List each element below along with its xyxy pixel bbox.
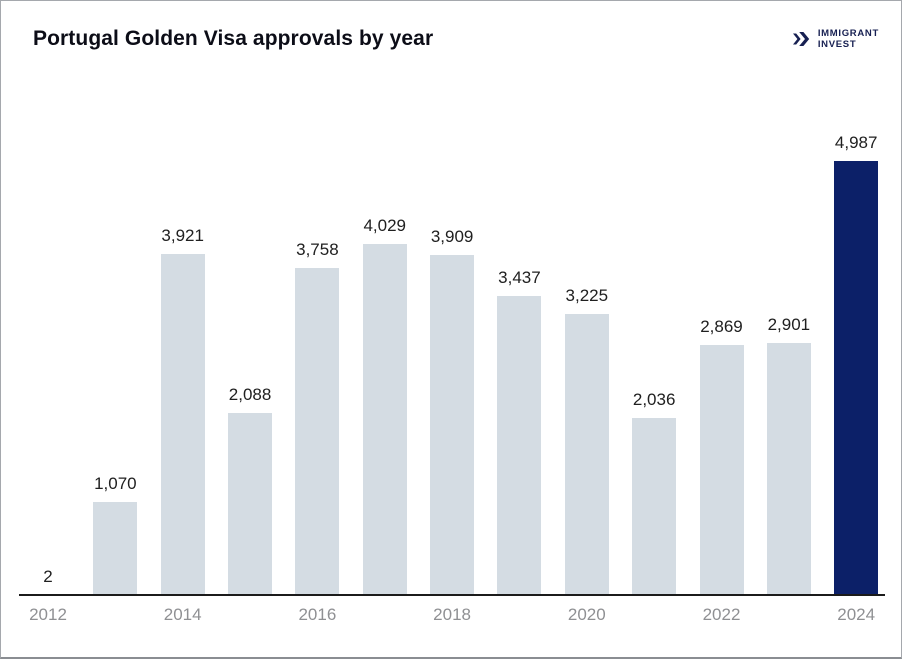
bar-2014 (160, 253, 205, 595)
value-label-2015: 2,088 (228, 385, 272, 405)
bar-2019 (497, 295, 542, 595)
x-tick-2016: 2016 (298, 605, 337, 624)
value-label-2012: 2 (43, 566, 53, 586)
value-label-2018: 3,909 (430, 226, 474, 246)
x-tick-2018: 2018 (433, 605, 471, 624)
bar-2018 (430, 254, 475, 595)
bar-2015 (228, 413, 273, 595)
x-tick-2022: 2022 (702, 605, 741, 624)
value-label-2024: 4,987 (834, 133, 878, 152)
bar-2017 (362, 244, 407, 595)
value-label-2021: 2,036 (632, 389, 676, 409)
bar-chart-plot-area: 2 1,070 3,921 2,088 3,758 4,029 3,909 3,437 3,22… (19, 121, 885, 624)
value-label-2023: 2,901 (767, 314, 811, 334)
x-axis-line (19, 594, 885, 596)
x-tick-2012: 2012 (29, 605, 67, 624)
value-label-2014: 3,921 (161, 225, 204, 245)
double-chevron-right-icon (792, 32, 810, 47)
value-label-2022: 2,869 (700, 317, 743, 337)
x-tick-2020: 2020 (567, 605, 606, 624)
bar-2016 (295, 267, 340, 595)
value-label-2013: 1,070 (94, 473, 137, 493)
bar-2022 (699, 345, 744, 595)
page-title: Portugal Golden Visa approvals by year (33, 27, 434, 50)
logo-text-line1: IMMIGRANT (817, 28, 879, 39)
value-label-2016: 3,758 (296, 239, 339, 259)
bar-2021 (632, 417, 677, 595)
bar-2013 (93, 501, 138, 595)
x-tick-2014: 2014 (163, 605, 202, 624)
bar-2024 (834, 161, 879, 595)
value-label-2017: 4,029 (363, 216, 407, 236)
brand-logo: IMMIGRANT INVEST (792, 28, 879, 50)
value-label-2019: 3,437 (498, 267, 541, 287)
logo-text-line2: INVEST (817, 39, 857, 51)
bar-2023 (766, 342, 811, 595)
bar-2020 (564, 314, 609, 595)
logo-wordmark: IMMIGRANT INVEST (818, 28, 879, 50)
x-tick-2024: 2024 (837, 605, 876, 624)
value-label-2020: 3,225 (565, 286, 609, 306)
